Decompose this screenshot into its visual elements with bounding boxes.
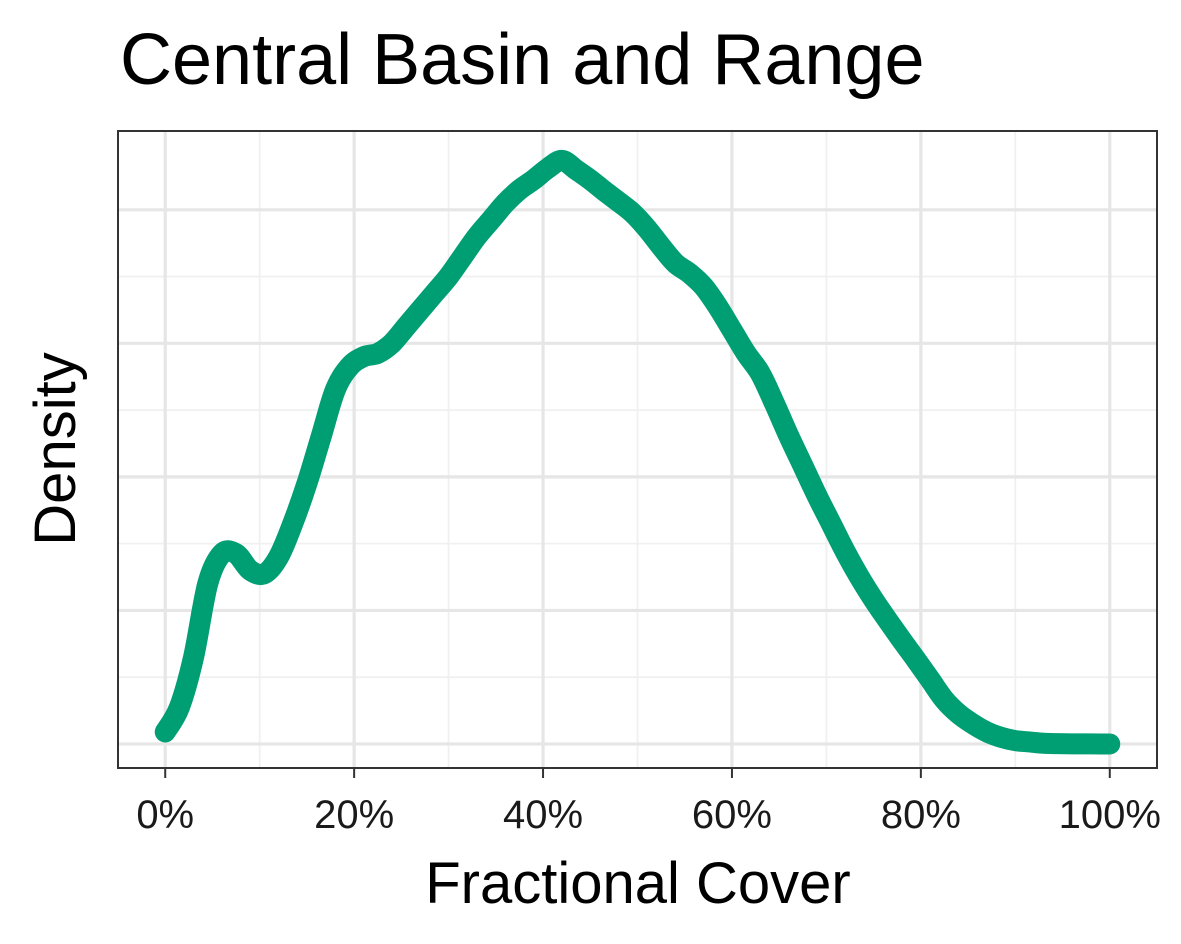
series-layer: [154, 149, 1121, 755]
chart-title: Central Basin and Range: [120, 20, 925, 100]
x-tick-label: 100%: [1059, 793, 1161, 837]
x-tick-label: 80%: [881, 793, 961, 837]
x-tick-label: 0%: [136, 793, 194, 837]
y-axis-title: Density: [23, 352, 88, 545]
x-axis-ticks: [164, 768, 1111, 778]
x-tick-label: 20%: [314, 793, 394, 837]
x-tick-label: 40%: [503, 793, 583, 837]
x-axis-tick-labels: 0% 20% 40% 60% 80% 100%: [136, 793, 1161, 837]
density-line: [154, 149, 1121, 755]
x-axis-title: Fractional Cover: [425, 851, 850, 916]
panel-border: [117, 130, 1158, 769]
x-tick-label: 60%: [692, 793, 772, 837]
